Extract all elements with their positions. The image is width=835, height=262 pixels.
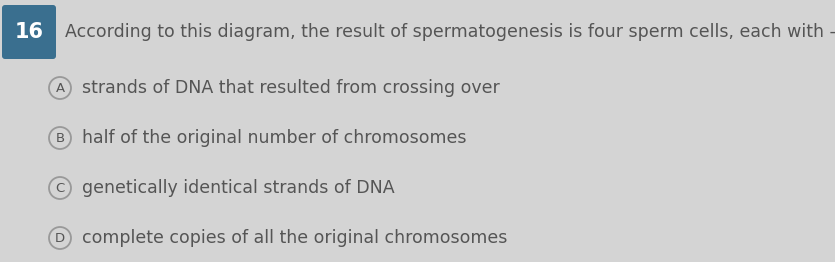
Text: 16: 16 [14,22,43,42]
Text: B: B [55,132,64,145]
Text: complete copies of all the original chromosomes: complete copies of all the original chro… [82,229,508,247]
Text: D: D [55,232,65,244]
Text: According to this diagram, the result of spermatogenesis is four sperm cells, ea: According to this diagram, the result of… [65,23,835,41]
Text: genetically identical strands of DNA: genetically identical strands of DNA [82,179,395,197]
FancyBboxPatch shape [2,5,56,59]
Text: half of the original number of chromosomes: half of the original number of chromosom… [82,129,467,147]
Text: C: C [55,182,64,194]
Text: A: A [55,81,64,95]
Text: strands of DNA that resulted from crossing over: strands of DNA that resulted from crossi… [82,79,500,97]
